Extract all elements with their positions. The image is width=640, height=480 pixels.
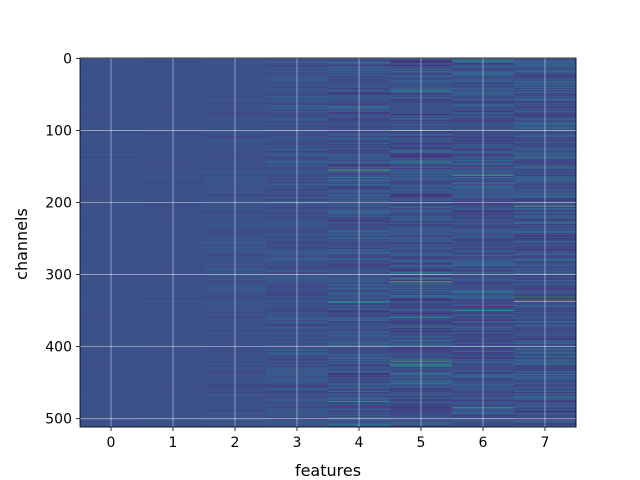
x-tick-label: 3: [293, 435, 302, 451]
x-tick-label: 5: [417, 435, 426, 451]
heatmap-cells: [80, 58, 577, 428]
x-axis-ticks: 0 1 2 3 4 5 6 7: [107, 427, 550, 451]
y-tick-label: 200: [45, 196, 72, 212]
plot-frame: [79, 57, 577, 428]
y-tick-label: 0: [63, 51, 72, 67]
y-axis-label: channels: [12, 208, 31, 280]
x-tick-label: 0: [107, 435, 116, 451]
y-tick-label: 500: [45, 412, 72, 428]
x-tick-label: 4: [355, 435, 364, 451]
grid-lines: [80, 57, 576, 427]
y-tick-label: 300: [45, 268, 72, 284]
y-tick-label: 100: [45, 123, 72, 139]
x-tick-label: 6: [479, 435, 488, 451]
x-tick-label: 2: [231, 435, 240, 451]
x-tick-label: 7: [541, 435, 550, 451]
y-axis-ticks: 0 100 200 300 400 500: [45, 51, 80, 428]
x-axis-label: features: [295, 461, 361, 480]
y-tick-label: 400: [45, 340, 72, 356]
x-tick-label: 1: [169, 435, 178, 451]
